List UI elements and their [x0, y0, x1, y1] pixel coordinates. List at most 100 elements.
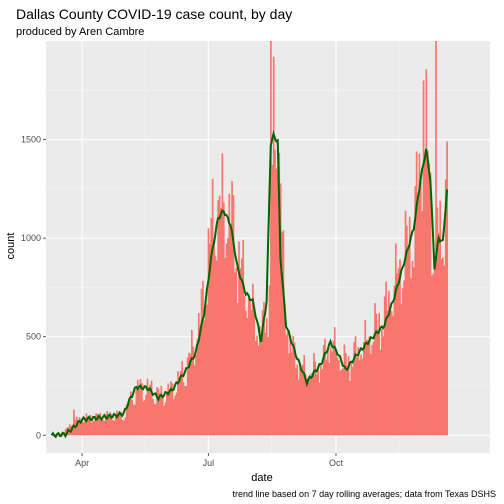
case-bar — [374, 303, 376, 436]
case-bar — [322, 345, 325, 436]
case-bar — [257, 345, 260, 436]
case-bar — [92, 421, 95, 436]
case-bar — [229, 227, 232, 436]
case-bar — [313, 353, 315, 436]
case-bar — [258, 326, 261, 436]
case-bar — [166, 392, 168, 436]
case-bar — [281, 231, 283, 436]
case-bar — [252, 283, 254, 436]
case-bar — [136, 379, 139, 436]
case-bar — [358, 360, 361, 436]
case-bar — [222, 202, 225, 436]
case-bar — [184, 385, 186, 436]
case-bar — [160, 385, 163, 436]
case-bar — [354, 336, 357, 436]
case-bar — [314, 361, 317, 436]
case-bar — [435, 41, 437, 436]
case-bar — [253, 311, 256, 436]
case-bar — [213, 245, 215, 436]
case-bar — [286, 331, 289, 436]
case-bar — [440, 258, 443, 436]
case-bar — [419, 181, 422, 436]
case-bar — [225, 243, 228, 436]
case-bar — [400, 304, 403, 436]
case-bar — [346, 365, 349, 436]
case-bar — [96, 414, 99, 436]
case-bar — [91, 422, 93, 436]
case-bar — [161, 395, 164, 436]
case-bar — [306, 378, 308, 436]
chart-subtitle: produced by Aren Cambre — [16, 26, 144, 38]
case-bar — [141, 383, 143, 436]
case-bar — [64, 429, 67, 436]
case-bar — [177, 371, 179, 436]
case-bar — [406, 225, 408, 436]
case-bar — [121, 419, 124, 436]
case-bar — [85, 413, 88, 436]
case-bar — [324, 338, 326, 436]
case-bar — [386, 310, 389, 436]
case-bar — [217, 200, 220, 436]
case-bar — [315, 374, 318, 436]
case-bar — [143, 400, 146, 436]
case-bar — [307, 378, 310, 436]
case-bar — [424, 158, 426, 436]
case-bar — [429, 172, 432, 436]
case-bar — [182, 382, 185, 436]
case-bar — [170, 381, 172, 436]
case-bar — [152, 399, 154, 436]
case-bar — [383, 296, 386, 436]
case-bar — [238, 241, 240, 436]
case-bar — [150, 380, 153, 436]
case-bar — [139, 378, 142, 436]
case-bar — [95, 413, 97, 436]
case-bar — [193, 365, 196, 436]
case-bar — [332, 340, 335, 436]
case-bar — [338, 360, 340, 436]
case-bar — [128, 401, 131, 436]
case-bar — [211, 178, 214, 436]
x-axis: Apr Jul Oct — [75, 453, 343, 468]
case-bar — [310, 373, 313, 436]
case-bar — [204, 303, 207, 436]
case-bar — [347, 355, 350, 436]
case-bar — [185, 386, 188, 436]
case-bar — [86, 416, 89, 436]
case-bar — [371, 345, 374, 436]
case-bar — [206, 304, 208, 436]
case-bar — [272, 56, 275, 436]
case-bar — [116, 410, 118, 436]
case-bar — [79, 418, 82, 436]
chart-caption: trend line based on 7 day rolling averag… — [233, 489, 496, 499]
case-bar — [360, 354, 362, 436]
case-bar — [311, 373, 314, 436]
case-bar — [431, 275, 433, 436]
case-bar — [289, 335, 292, 436]
case-bar — [345, 352, 347, 436]
case-bar — [290, 352, 293, 436]
case-bar — [236, 303, 239, 436]
case-bar — [131, 399, 134, 436]
case-bar — [417, 197, 419, 436]
case-bar — [328, 362, 331, 436]
case-bar — [135, 389, 138, 436]
case-bar — [288, 353, 290, 436]
case-bar — [426, 150, 429, 436]
case-bar — [209, 243, 211, 436]
case-bar — [123, 420, 125, 436]
case-bar — [300, 372, 303, 436]
case-bar — [215, 260, 218, 436]
case-bar — [114, 417, 117, 436]
case-bar — [203, 320, 206, 436]
case-bar — [410, 278, 412, 436]
case-bar — [106, 410, 109, 436]
case-bar — [171, 383, 174, 436]
case-bar — [388, 290, 390, 436]
x-tick-label: Jul — [203, 458, 215, 468]
case-bar — [365, 340, 368, 436]
case-bar — [378, 312, 380, 436]
case-bar — [125, 404, 128, 436]
case-bar — [104, 414, 107, 436]
case-bar — [110, 414, 113, 436]
case-bar — [446, 141, 448, 436]
